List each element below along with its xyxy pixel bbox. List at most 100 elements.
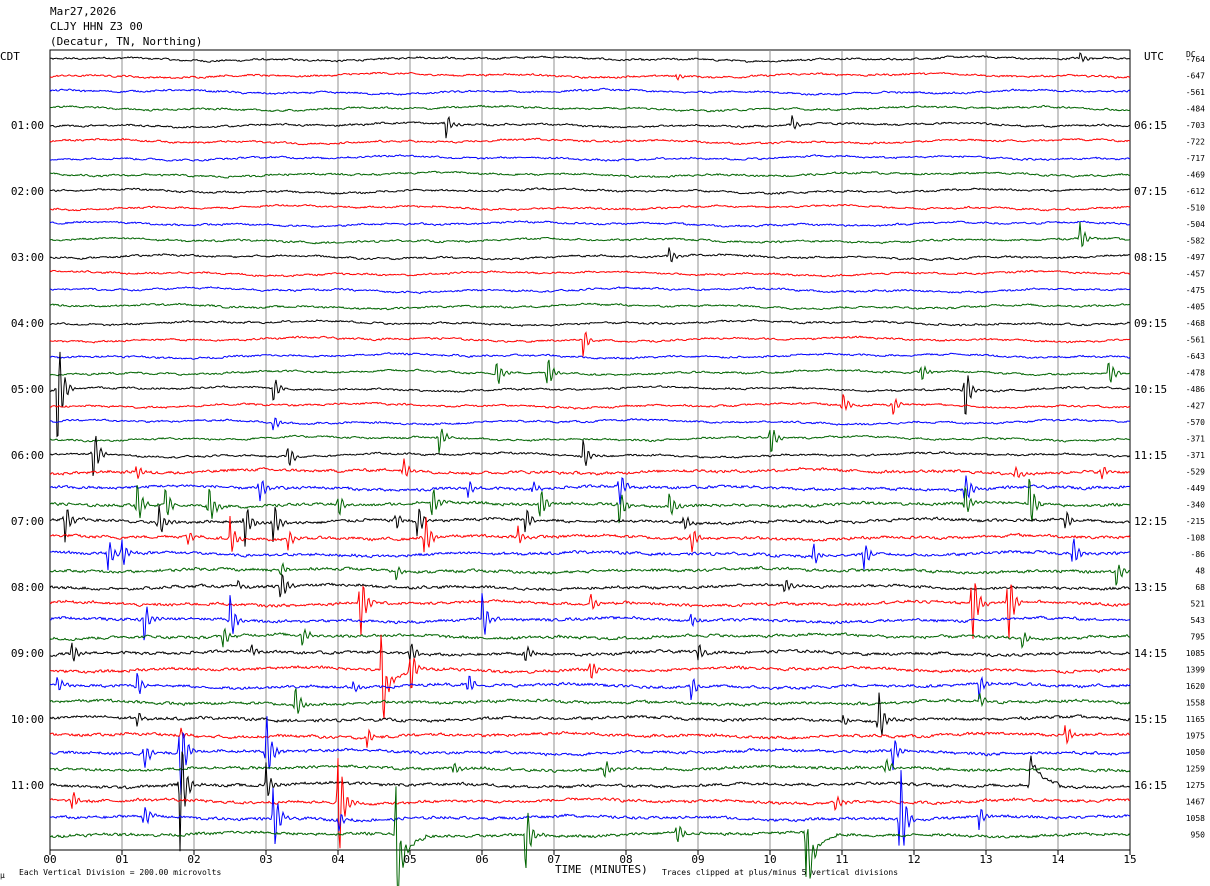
dc-offset-label: -643 bbox=[1186, 352, 1205, 361]
x-tick-label: 03 bbox=[259, 853, 272, 866]
cdt-hour-label: 01:00 bbox=[11, 119, 44, 132]
trace-line bbox=[49, 247, 1131, 263]
dc-offset-label: -561 bbox=[1186, 336, 1205, 345]
utc-hour-label: 14:15 bbox=[1134, 647, 1167, 660]
trace-line bbox=[49, 757, 1131, 779]
time-grid bbox=[49, 49, 1131, 851]
dc-offset-label: 543 bbox=[1191, 616, 1206, 625]
vertical-division-note: Each Vertical Division = 200.00 microvol… bbox=[19, 868, 221, 877]
trace-line bbox=[49, 634, 1131, 720]
dc-offset-label: 521 bbox=[1191, 600, 1206, 609]
trace-line bbox=[49, 593, 1131, 641]
x-tick-label: 14 bbox=[1051, 853, 1065, 866]
trace-line bbox=[49, 478, 1131, 524]
x-tick-label: 08 bbox=[619, 853, 632, 866]
trace-line bbox=[49, 573, 1131, 598]
trace-line bbox=[49, 642, 1131, 662]
utc-hour-label: 08:15 bbox=[1134, 251, 1167, 264]
trace-line bbox=[49, 351, 1131, 438]
dc-offset-label: -108 bbox=[1186, 534, 1205, 543]
cdt-hour-label: 03:00 bbox=[11, 251, 44, 264]
dc-offset-label: -486 bbox=[1186, 385, 1205, 394]
trace-line bbox=[49, 52, 1131, 63]
cdt-hour-label: 07:00 bbox=[11, 515, 44, 528]
dc-offset-label: -510 bbox=[1186, 204, 1205, 213]
trace-line bbox=[49, 786, 1131, 886]
trace-line bbox=[49, 770, 1131, 846]
utc-hour-label: 16:15 bbox=[1134, 779, 1167, 792]
utc-hour-label: 13:15 bbox=[1134, 581, 1167, 594]
trace-line bbox=[49, 220, 1131, 228]
dc-offset-label: -529 bbox=[1186, 468, 1205, 477]
cdt-hour-label: 11:00 bbox=[11, 779, 44, 792]
trace-line bbox=[49, 751, 1131, 852]
station-label: CLJY HHN Z3 00 bbox=[50, 20, 143, 33]
trace-line bbox=[49, 673, 1131, 700]
cdt-hour-labels: 01:00 02:00 03:00 04:00 05:00 06:00 07:00 08:00… bbox=[11, 119, 44, 792]
dc-offset-labels: -764 -647 -561 -484 -703 -722 -717 -469 -612 -510… bbox=[1186, 55, 1205, 840]
trace-line bbox=[49, 475, 1131, 505]
dc-offset-label: 950 bbox=[1191, 831, 1206, 840]
x-tick-label: 04 bbox=[331, 853, 345, 866]
dc-offset-label: -371 bbox=[1186, 451, 1205, 460]
dc-offset-label: -717 bbox=[1186, 154, 1205, 163]
plot-frame bbox=[49, 49, 1131, 851]
trace-line bbox=[49, 71, 1131, 81]
trace-line bbox=[49, 137, 1131, 146]
utc-hour-label: 09:15 bbox=[1134, 317, 1167, 330]
cdt-label: CDT bbox=[0, 50, 20, 63]
dc-label: DC bbox=[1186, 50, 1196, 59]
utc-hour-labels: 06:15 07:15 08:15 09:15 10:15 11:15 12:15 13:15… bbox=[1134, 119, 1167, 792]
dc-offset-label: 1259 bbox=[1186, 765, 1205, 774]
trace-line bbox=[49, 269, 1131, 278]
dc-offset-label: 1050 bbox=[1186, 748, 1205, 757]
trace-line bbox=[49, 417, 1130, 431]
cdt-hour-label: 08:00 bbox=[11, 581, 44, 594]
trace-line bbox=[49, 758, 1131, 849]
dc-offset-label: -504 bbox=[1186, 220, 1205, 229]
trace-line bbox=[49, 435, 1131, 476]
trace-line bbox=[50, 318, 1131, 327]
dc-offset-label: -469 bbox=[1186, 171, 1205, 180]
dc-offset-label: 48 bbox=[1195, 567, 1205, 576]
dc-offset-label: -570 bbox=[1186, 418, 1205, 427]
dc-offset-label: 1165 bbox=[1186, 715, 1205, 724]
trace-line bbox=[49, 170, 1130, 179]
trace-line bbox=[49, 104, 1131, 113]
x-tick-label: 05 bbox=[403, 853, 416, 866]
trace-line bbox=[49, 115, 1131, 139]
utc-hour-label: 10:15 bbox=[1134, 383, 1167, 396]
date-label: Mar27,2026 bbox=[50, 5, 116, 18]
utc-hour-label: 15:15 bbox=[1134, 713, 1167, 726]
dc-offset-label: -405 bbox=[1186, 303, 1205, 312]
dc-offset-label: -497 bbox=[1186, 253, 1205, 262]
dc-offset-label: -427 bbox=[1186, 402, 1205, 411]
trace-line bbox=[49, 583, 1131, 640]
x-tick-label: 01 bbox=[115, 853, 128, 866]
trace-line bbox=[49, 187, 1131, 195]
trace-line bbox=[49, 688, 1131, 714]
cdt-hour-label: 06:00 bbox=[11, 449, 44, 462]
x-tick-label: 12 bbox=[907, 853, 920, 866]
dc-offset-label: -449 bbox=[1186, 484, 1205, 493]
trace-line bbox=[49, 302, 1131, 311]
dc-offset-label: 1399 bbox=[1186, 666, 1205, 675]
trace-line bbox=[49, 725, 1131, 748]
x-tick-label: 00 bbox=[43, 853, 56, 866]
dc-offset-label: 1975 bbox=[1186, 732, 1205, 741]
cdt-hour-label: 09:00 bbox=[11, 647, 44, 660]
x-tick-label: 10 bbox=[763, 853, 776, 866]
dc-offset-label: 1275 bbox=[1186, 781, 1205, 790]
dc-offset-label: -86 bbox=[1191, 550, 1206, 559]
utc-hour-label: 06:15 bbox=[1134, 119, 1167, 132]
dc-offset-label: -478 bbox=[1186, 369, 1205, 378]
dc-offset-label: -722 bbox=[1186, 138, 1205, 147]
cdt-hour-label: 04:00 bbox=[11, 317, 44, 330]
trace-line bbox=[49, 458, 1131, 480]
trace-line bbox=[49, 221, 1131, 248]
utc-hour-label: 11:15 bbox=[1134, 449, 1167, 462]
trace-line bbox=[49, 428, 1131, 454]
trace-line bbox=[49, 87, 1131, 96]
trace-line bbox=[50, 394, 1131, 415]
dc-offset-label: 68 bbox=[1195, 583, 1205, 592]
